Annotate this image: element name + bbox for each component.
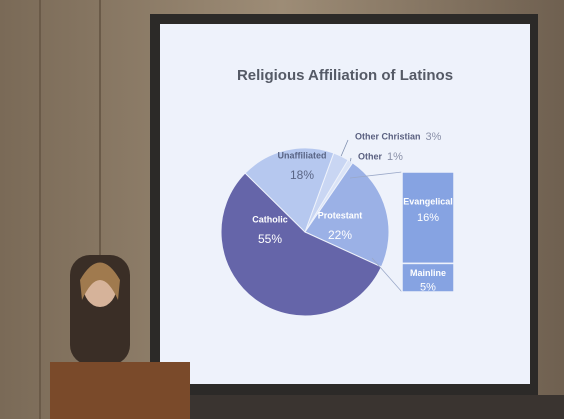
value-label: 55% — [258, 232, 282, 246]
chart-title: Religious Affiliation of Latinos — [237, 67, 453, 84]
slice-label: Catholic — [252, 214, 288, 224]
value-label: 16% — [417, 212, 439, 224]
segment-label: Mainline — [410, 268, 446, 278]
podium — [50, 362, 190, 419]
slice-label: Other — [358, 151, 383, 161]
floor — [190, 395, 564, 419]
value-label: 5% — [420, 281, 436, 293]
slice-label: Unaffiliated — [277, 150, 326, 160]
value-label: 1% — [387, 151, 403, 163]
slice-label: Other Christian — [355, 131, 421, 141]
value-label: 18% — [290, 168, 314, 182]
value-label: 3% — [426, 131, 442, 143]
page: {"chart_data": {"type": "pie", "title": … — [0, 0, 564, 419]
scene: Religious Affiliation of Latinos Other C… — [0, 0, 564, 419]
value-label: 22% — [328, 228, 352, 242]
segment-label: Evangelical — [403, 196, 453, 206]
slice-label: Protestant — [318, 210, 363, 220]
